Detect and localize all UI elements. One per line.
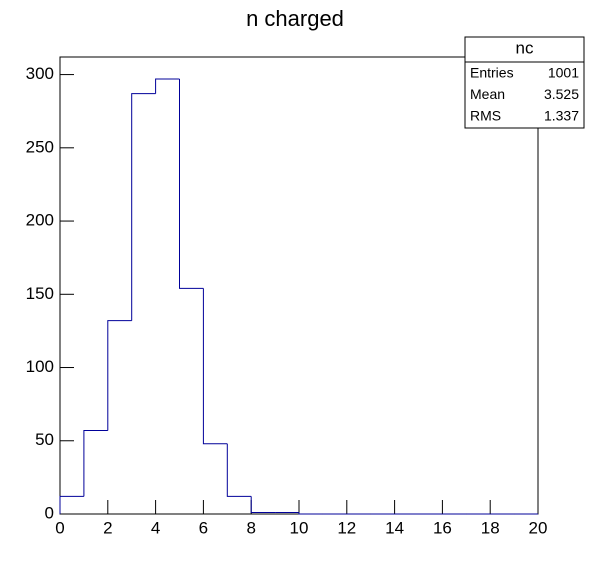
x-tick-label: 14 [385, 518, 404, 537]
stats-value: 3.525 [544, 86, 579, 102]
x-tick-label: 20 [529, 518, 548, 537]
stats-value: 1.337 [544, 108, 579, 124]
histogram-bin [59, 495, 84, 514]
histogram-bin [131, 93, 156, 321]
x-tick-label: 0 [55, 518, 64, 537]
histogram-bin [83, 430, 108, 497]
histogram-bin [250, 496, 276, 514]
x-tick-label: 18 [481, 518, 500, 537]
y-tick-label: 50 [35, 430, 54, 449]
x-tick-label: 16 [433, 518, 452, 537]
stats-label: Mean [470, 86, 505, 102]
x-tick-label: 12 [337, 518, 356, 537]
stats-box [464, 36, 585, 129]
y-tick-label: 250 [26, 137, 54, 156]
x-tick-label: 8 [246, 518, 255, 537]
stats-value: 1001 [548, 65, 579, 81]
y-tick-label: 100 [26, 357, 54, 376]
stats-label: RMS [470, 108, 501, 124]
histogram-bin [179, 78, 204, 289]
stats-title: nc [516, 38, 534, 57]
histogram-bin [202, 288, 228, 445]
x-tick-label: 6 [199, 518, 208, 537]
x-tick-label: 4 [151, 518, 160, 537]
stats-label: Entries [470, 65, 514, 81]
y-tick-label: 200 [26, 211, 54, 230]
histogram-bin [155, 78, 180, 94]
histogram-bin [226, 443, 252, 497]
histogram-bin [298, 512, 323, 515]
x-tick-label: 10 [290, 518, 309, 537]
y-tick-label: 0 [45, 503, 54, 522]
y-tick-label: 300 [26, 64, 54, 83]
x-tick-label: 2 [103, 518, 112, 537]
histogram-bin [107, 320, 132, 431]
chart-title: n charged [246, 6, 344, 31]
y-tick-label: 150 [26, 284, 54, 303]
